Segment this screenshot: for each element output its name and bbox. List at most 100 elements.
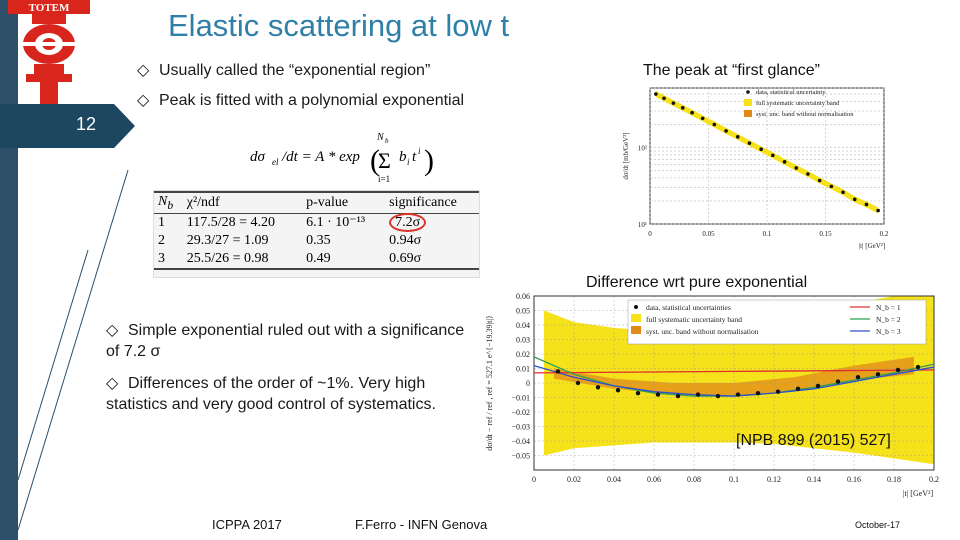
chart1-y-axis-label: dσ/dt [mb/GeV²]: [622, 132, 630, 179]
chart1-y-tick-label: 10²: [638, 145, 647, 153]
chart-difference: −0.05 −0.04 −0.03 −0.02 −0.01 0 0.01 0.02 0.03 0.…: [478, 292, 940, 504]
chart1-data-point: [864, 202, 869, 207]
decorative-lines: [18, 169, 129, 531]
slide-number-tab: [0, 104, 135, 148]
chart2-data-point: [575, 380, 581, 386]
chart2-data-point: [815, 383, 821, 389]
totem-logo: TOTEM: [8, 0, 90, 106]
chart2-data-point: [715, 393, 721, 399]
chart1-legend-swatch: [744, 99, 752, 106]
diamond-bullet-icon: ◇: [106, 322, 119, 339]
bullet-differences: ◇ Differences of the order of ~1%. Very h…: [106, 375, 436, 413]
chart2-legend-swatch: [631, 326, 641, 334]
svg-text:Σ: Σ: [378, 148, 391, 173]
chart-first-glance: 0 0.05 0.1 0.15 0.2 10² 10¹ |t| [GeV²] dσ/dt [mb…: [620, 84, 890, 252]
chart2-y-tick-label: −0.03: [511, 423, 530, 432]
chart2-legend-box: [627, 299, 927, 345]
chart1-data-point: [700, 116, 705, 121]
table-row: 2 29.3/27 = 1.09 0.35 0.94σ: [158, 232, 422, 248]
chart2-legend-swatch: [631, 314, 641, 322]
chart2-legend-label: N_b = 1: [876, 303, 901, 312]
chart2-y-tick-label: −0.05: [511, 452, 530, 461]
reference-citation: [NPB 899 (2015) 527]: [736, 432, 891, 449]
chart1-background: [620, 84, 890, 252]
chart1-data-point: [771, 153, 775, 158]
chart2-data-point: [755, 390, 761, 396]
svg-text:dσ: dσ: [250, 149, 266, 165]
header-nb: Nb: [154, 190, 183, 214]
chart2-x-tick-label: 0.2: [929, 475, 939, 484]
chart1-data-point: [654, 92, 658, 96]
bullet-polynomial-fit: ◇ Peak is fitted with a polynomial expone…: [137, 92, 465, 109]
chart2-data-point: [915, 364, 921, 370]
chart2-data-point: [595, 385, 601, 390]
chart1-data-point: [712, 122, 717, 127]
header-chi2: χ²/ndf: [182, 190, 303, 214]
chart1-legend-swatch: [744, 110, 752, 117]
chart2-legend-label: N_b = 2: [876, 315, 901, 324]
chart2-data-point: [775, 389, 781, 394]
chart1-x-tick-label: 0.2: [880, 230, 889, 238]
chart2-frame: [533, 295, 935, 471]
caption-first-glance: The peak at “first glance”: [643, 62, 820, 79]
chart1-data-point: [724, 129, 728, 133]
chart2-x-tick-label: 0.08: [687, 475, 701, 484]
chart2-fit-curve-nb3: [533, 364, 935, 397]
chart1-x-tick-label: 0.15: [819, 230, 832, 238]
footer-date: October-17: [855, 520, 901, 530]
chart2-legend-marker: [634, 305, 638, 309]
svg-text:): ): [424, 144, 434, 177]
chart1-legend-marker: [746, 90, 750, 94]
chart2-x-axis-label: |t| [GeV²]: [903, 489, 934, 498]
chart1-data-point: [747, 141, 752, 145]
chart2-x-tick-label: 0.06: [647, 475, 661, 484]
chart2-data-point: [635, 390, 641, 396]
caption-difference: Difference wrt pure exponential: [586, 274, 808, 291]
chart1-data-point: [782, 160, 787, 164]
chart1-data-point: [680, 106, 685, 110]
bullet-exponential-region: ◇ Usually called the “exponential region”: [137, 62, 431, 79]
chart2-x-tick-label: 0.14: [807, 475, 821, 484]
chart2-y-tick-label: −0.02: [511, 408, 530, 417]
chart1-legend-label: syst. unc. band without normalisation: [756, 111, 854, 118]
chart1-legend-label: full systematic uncertainty band: [756, 100, 840, 107]
chart1-data-point: [817, 178, 822, 183]
chart2-data-point: [655, 392, 661, 397]
footer-conference: ICPPA 2017: [212, 517, 282, 532]
chart2-data-point: [875, 372, 881, 377]
logo-text: TOTEM: [29, 2, 70, 14]
fit-formula: dσ el /dt = A * exp ( N b Σ i=1 b i t i …: [246, 126, 436, 186]
chart2-data-point: [735, 392, 741, 397]
chart2-legend-label: N_b = 3: [876, 327, 901, 336]
chart2-legend-label: data, statistical uncertainties: [646, 303, 731, 312]
chart2-y-tick-label: 0.03: [516, 336, 530, 345]
chart2-x-tick-label: 0.1: [729, 475, 739, 484]
chart1-data-point: [735, 135, 740, 139]
chart2-y-tick-label: 0.02: [516, 350, 530, 359]
chart1-data-point: [806, 172, 810, 176]
slide-number: 12: [76, 114, 97, 134]
chart2-x-tick-label: 0.02: [567, 475, 581, 484]
svg-text:i: i: [407, 157, 410, 167]
chart1-data-point: [876, 208, 880, 213]
chart2-data-point: [795, 386, 801, 391]
fit-results-table: Nb χ²/ndf p-value significance 1 117.5/2…: [153, 190, 480, 278]
chart2-y-tick-label: 0.01: [516, 365, 530, 374]
svg-text:b: b: [385, 137, 389, 145]
chart2-y-tick-label: 0: [526, 379, 530, 388]
highlighted-significance: 7.2σ: [389, 212, 427, 232]
diamond-bullet-icon: ◇: [137, 62, 150, 79]
table-row: 3 25.5/26 = 0.98 0.49 0.69σ: [154, 249, 479, 270]
chart2-data-point: [835, 379, 841, 384]
chart1-systematic-band: [655, 91, 879, 214]
svg-text:i=1: i=1: [378, 174, 390, 184]
chart2-data-point: [695, 392, 701, 397]
chart2-y-tick-label: 0.04: [516, 321, 530, 330]
diamond-bullet-icon: ◇: [137, 92, 150, 109]
chart2-legend-label: full systematic uncertainty band: [646, 315, 742, 324]
chart2-y-tick-label: 0.06: [516, 292, 530, 301]
chart1-x-tick-label: 0: [648, 230, 652, 238]
chart1-data-point: [841, 190, 845, 195]
chart1-data-point: [852, 197, 857, 202]
chart2-y-axis-label: dσ/dt − ref / ref , ref = 527.1 e^{−19.3…: [485, 315, 494, 451]
